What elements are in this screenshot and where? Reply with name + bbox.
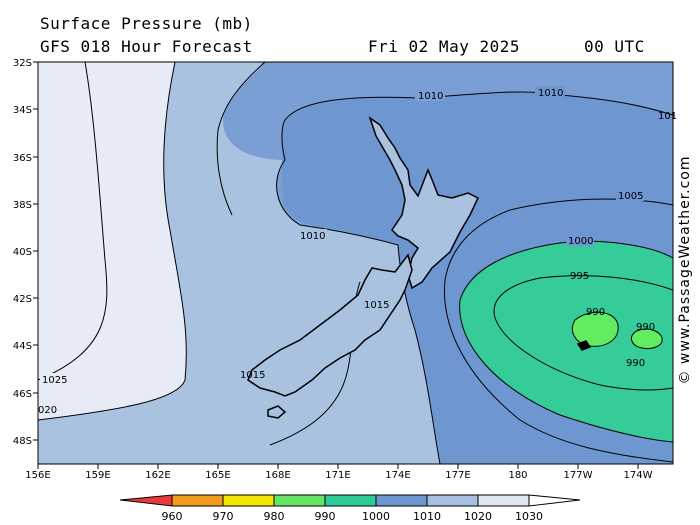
isobar-1005 <box>443 198 674 463</box>
lon-label: 156E <box>25 470 50 481</box>
colorbar-swatch-960 <box>119 494 173 507</box>
contour-label: 1005 <box>618 191 643 202</box>
longitude-axis: 156E 159E 162E 165E 168E 171E 174E 177E … <box>25 464 653 481</box>
forecast-subtitle: GFS 018 Hour Forecast <box>40 37 253 56</box>
chatham-islands <box>576 340 592 351</box>
contour-label: 1025 <box>42 375 67 386</box>
contour-label: 101 <box>658 111 677 122</box>
colorbar-label: 1010 <box>413 510 441 523</box>
lon-label: 177W <box>564 470 593 481</box>
colorbar-swatch-1000 <box>324 494 377 507</box>
contour-label: 995 <box>570 271 589 282</box>
lon-label: 165E <box>205 470 230 481</box>
lat-label: 42S <box>13 294 32 305</box>
colorbar-label: 1020 <box>464 510 492 523</box>
north-island <box>368 116 479 290</box>
credit-watermark: © www.PassageWeather.com <box>670 60 700 480</box>
lon-label: 177E <box>445 470 470 481</box>
colorbar-swatch-980 <box>222 494 275 507</box>
lat-label: 44S <box>13 341 32 352</box>
lon-label: 159E <box>85 470 110 481</box>
contour-label: 990 <box>586 307 605 318</box>
lon-label: 171E <box>325 470 350 481</box>
low-center-990-b <box>631 328 663 349</box>
contour-label: 020 <box>38 405 57 416</box>
lat-label: 32S <box>13 58 32 69</box>
colorbar-label: 970 <box>213 510 234 523</box>
lat-label: 48S <box>13 436 32 447</box>
contour-label: 1015 <box>364 300 389 311</box>
map-frame <box>37 61 674 465</box>
colorbar-labels: 960 970 980 990 1000 1010 1020 1030 <box>162 510 544 523</box>
contour-label: 1010 <box>300 231 325 242</box>
lat-label: 36S <box>13 153 32 164</box>
isobar-1015-north <box>216 61 266 216</box>
colorbar-label: 990 <box>315 510 336 523</box>
low-center-990-a <box>571 311 619 347</box>
forecast-time: 00 UTC <box>584 37 645 56</box>
lon-label: 174W <box>624 470 653 481</box>
latitude-axis: 32S 34S 36S 38S 40S 42S 44S 46S 48S <box>13 58 38 447</box>
band-995 <box>459 241 673 442</box>
chart-title: Surface Pressure (mb) <box>40 14 253 33</box>
contour-label: 990 <box>626 358 645 369</box>
colorbar-label: 1000 <box>362 510 390 523</box>
contour-label: 1015 <box>240 370 265 381</box>
stewart-island <box>267 405 287 419</box>
credit-text: © www.PassageWeather.com <box>677 155 693 385</box>
lon-label: 162E <box>145 470 170 481</box>
south-island <box>247 253 413 397</box>
band-1025 <box>38 62 187 420</box>
isobar-995 <box>493 275 674 391</box>
colorbar-label: 980 <box>264 510 285 523</box>
lat-label: 46S <box>13 389 32 400</box>
lat-label: 38S <box>13 200 32 211</box>
contour-labels: 1010 1010 101 1005 1010 1000 995 990 990… <box>38 86 677 416</box>
contour-label: 1010 <box>418 91 443 102</box>
colorbar-label: 960 <box>162 510 183 523</box>
isobar-1010 <box>276 91 674 465</box>
colorbar-swatch-1030 <box>477 494 530 507</box>
colorbar-end <box>528 494 581 507</box>
isobar-1020 <box>37 61 108 381</box>
forecast-date: Fri 02 May 2025 <box>368 37 520 56</box>
lon-label: 168E <box>265 470 290 481</box>
lon-label: 174E <box>385 470 410 481</box>
lat-label: 40S <box>13 247 32 258</box>
colorbar-swatch-1020 <box>426 494 479 507</box>
lon-label: 180 <box>508 470 527 481</box>
lat-label: 34S <box>13 105 32 116</box>
new-zealand <box>247 116 592 419</box>
isobar-1025 <box>37 61 187 421</box>
colorbar-swatch-990 <box>273 494 326 507</box>
colorbar-swatch-970 <box>171 494 224 507</box>
contour-label: 1010 <box>538 88 563 99</box>
colorbar <box>119 494 581 507</box>
contour-label: 1000 <box>568 236 593 247</box>
colorbar-label: 1030 <box>515 510 543 523</box>
colorbar-swatch-1010 <box>375 494 428 507</box>
contour-label: 990 <box>636 322 655 333</box>
